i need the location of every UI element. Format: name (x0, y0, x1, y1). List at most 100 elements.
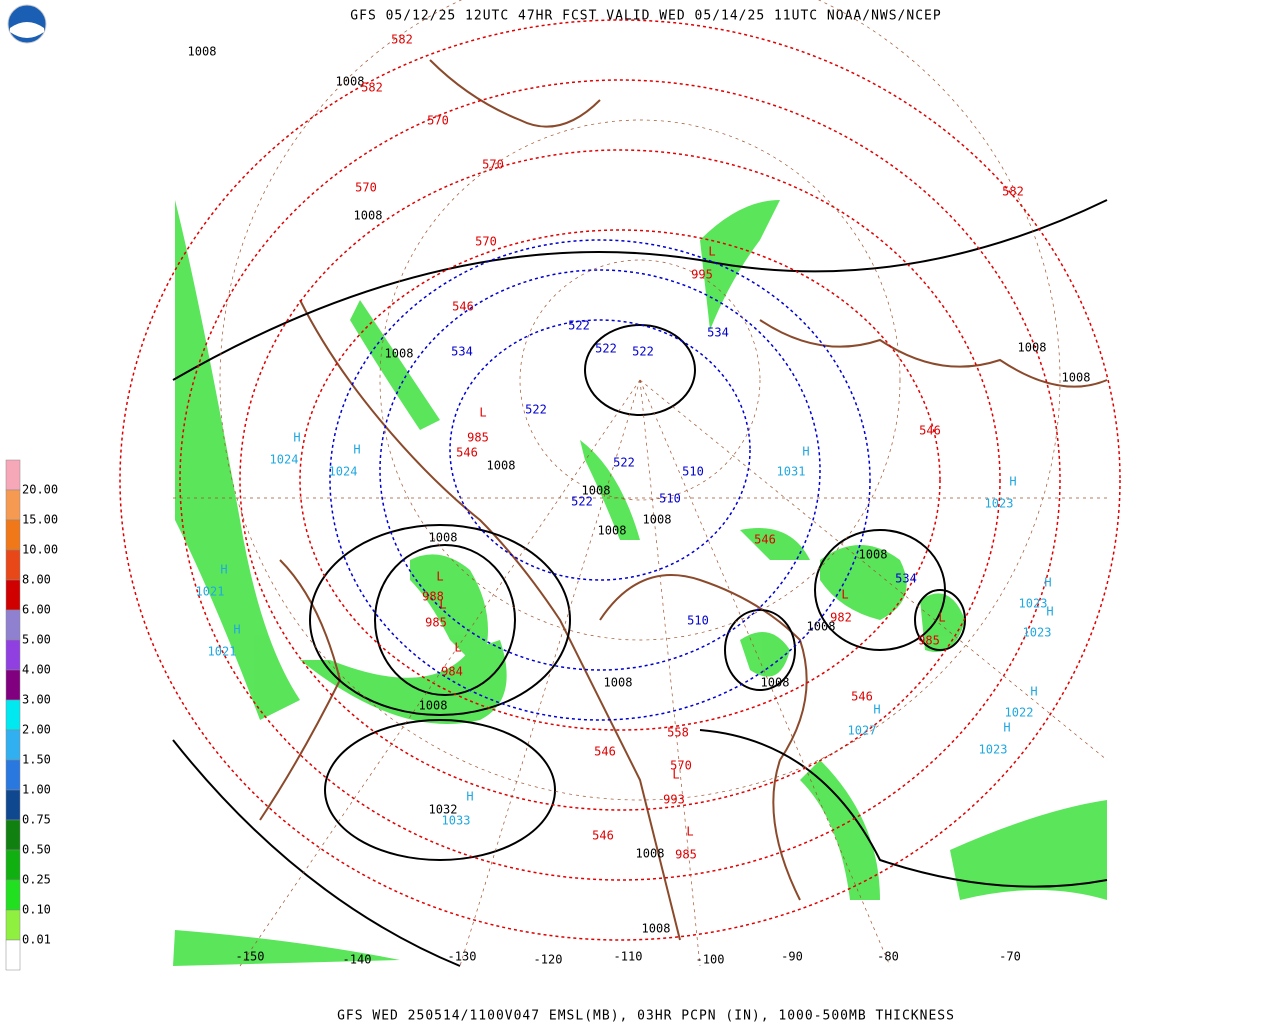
cold-thickness-label: 534 (895, 572, 917, 586)
legend-swatch (5, 549, 21, 581)
legend-swatch (5, 639, 21, 671)
isobar-label: 1008 (761, 676, 790, 690)
longitude-label: -130 (448, 950, 477, 964)
high-pressure: 1023 (1019, 597, 1048, 611)
legend-label: 0.10 (22, 903, 51, 917)
map-frame (173, 34, 1107, 966)
longitude-label: -80 (877, 950, 899, 964)
cold-thickness-label: 534 (451, 345, 473, 359)
cold-thickness-label: 522 (595, 342, 617, 356)
legend-swatch (5, 759, 21, 791)
legend-label: 20.00 (22, 483, 58, 497)
cold-thickness-label: 522 (632, 345, 654, 359)
low-pressure: 985 (675, 848, 697, 862)
high-pressure: 1033 (442, 814, 471, 828)
legend-swatch (5, 579, 21, 611)
map: -150 -140 -130 -120 -110 -100 -90 -80 -70H1024H1… (119, 0, 1121, 967)
warm-thickness-label: 546 (919, 424, 941, 438)
cold-thickness-label: 510 (682, 465, 704, 479)
warm-thickness-label: 546 (851, 690, 873, 704)
high-pressure: 1027 (848, 724, 877, 738)
low-pressure: 995 (691, 268, 713, 282)
logo-wave (10, 22, 44, 38)
isobar-label: 1008 (604, 676, 633, 690)
isobar-label: 1008 (859, 548, 888, 562)
low-symbol: L (938, 611, 945, 625)
legend-swatch (5, 669, 21, 701)
high-symbol: H (1030, 685, 1037, 699)
isobar-label: 1008 (642, 922, 671, 936)
warm-thickness-label: 546 (592, 829, 614, 843)
high-symbol: H (293, 431, 300, 445)
legend-label: 4.00 (22, 663, 51, 677)
high-pressure: 1023 (1023, 626, 1052, 640)
longitude-label: -140 (343, 953, 372, 967)
warm-thickness-label: 570 (670, 759, 692, 773)
high-symbol: H (1003, 721, 1010, 735)
legend-label: 8.00 (22, 573, 51, 587)
longitude-label: -90 (781, 950, 803, 964)
warm-thickness-lines (119, 19, 1121, 941)
legend-label: 0.50 (22, 843, 51, 857)
isobar-label: 1008 (636, 847, 665, 861)
isobar-label: 1008 (419, 699, 448, 713)
warm-thickness-label: 582 (391, 33, 413, 47)
low-pressure: 982 (830, 611, 852, 625)
isobar-label: 1008 (336, 75, 365, 89)
high-symbol: H (220, 563, 227, 577)
legend-swatch (5, 459, 21, 491)
legend-swatch (5, 789, 21, 821)
cold-thickness-label: 510 (659, 492, 681, 506)
longitude-label: -150 (236, 950, 265, 964)
warm-thickness-label: 570 (427, 114, 449, 128)
warm-thickness-label: 558 (667, 726, 689, 740)
legend-label: 5.00 (22, 633, 51, 647)
high-symbol: H (1046, 605, 1053, 619)
low-pressure: 984 (441, 665, 463, 679)
high-pressure: 1023 (979, 743, 1008, 757)
legend-swatch (5, 609, 21, 641)
warm-thickness-label: 546 (452, 300, 474, 314)
legend-label: 1.50 (22, 753, 51, 767)
high-pressure: 1021 (208, 645, 237, 659)
isobar-label: 1008 (1018, 341, 1047, 355)
longitude-label: -70 (999, 950, 1021, 964)
low-symbol: L (686, 825, 693, 839)
cold-thickness-lines (329, 239, 871, 721)
legend-swatch (5, 699, 21, 731)
legend-swatch (5, 939, 21, 971)
warm-thickness-label: 582 (1002, 185, 1024, 199)
warm-thickness-label: 570 (482, 158, 504, 172)
cold-thickness-label: 510 (687, 614, 709, 628)
isobar-label: 1008 (487, 459, 516, 473)
legend: 20.00 15.00 10.00 8.00 6.00 5.00 4.00 3.00 2.00 1… (5, 459, 58, 971)
cold-thickness-label: 522 (613, 456, 635, 470)
low-symbol: L (479, 406, 486, 420)
high-symbol: H (353, 443, 360, 457)
footer: GFS WED 250514/1100V047 EMSL(MB), 03HR P… (337, 1009, 955, 1024)
isobar-label: 1008 (582, 484, 611, 498)
isobar-label: 1008 (188, 45, 217, 59)
warm-thickness-label: 582 (361, 81, 383, 95)
high-pressure: 1031 (777, 465, 806, 479)
legend-label: 15.00 (22, 513, 58, 527)
low-symbol: L (841, 588, 848, 602)
low-symbol: L (436, 570, 443, 584)
low-pressure: 985 (425, 616, 447, 630)
longitude-label: -100 (696, 953, 725, 967)
warm-thickness-label: 546 (594, 745, 616, 759)
legend-swatch (5, 849, 21, 881)
isobar-label: 1032 (429, 803, 458, 817)
longitude-label: -110 (614, 950, 643, 964)
low-symbol: L (454, 641, 461, 655)
isobars (172, 199, 1108, 967)
legend-label: 0.01 (22, 933, 51, 947)
low-symbol: L (672, 768, 679, 782)
low-pressure: 993 (663, 793, 685, 807)
high-symbol: H (1044, 576, 1051, 590)
legend-swatch (5, 519, 21, 551)
legend-label: 6.00 (22, 603, 51, 617)
legend-swatch (5, 909, 21, 941)
title: GFS 05/12/25 12UTC 47HR FCST VALID WED 0… (350, 9, 941, 24)
